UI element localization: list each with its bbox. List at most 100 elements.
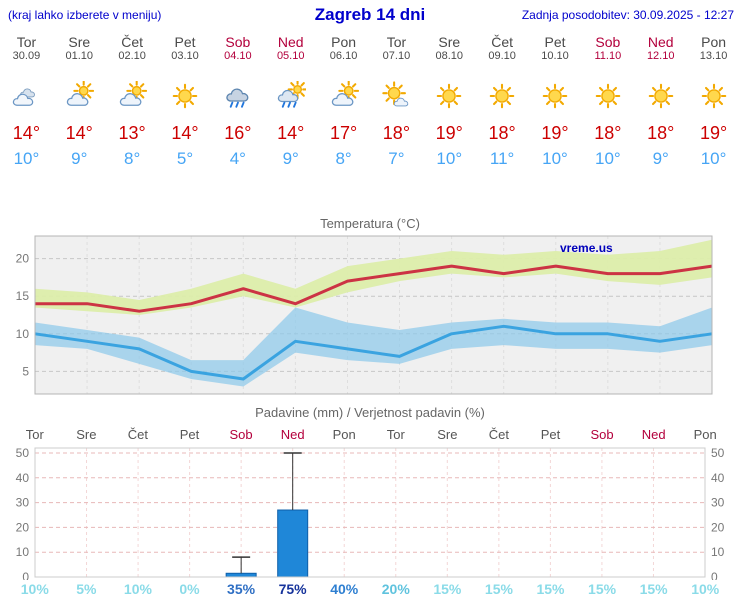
low-temp: 10° bbox=[594, 149, 621, 168]
precip-day-label: Ned bbox=[280, 427, 305, 442]
temp-ytick-label: 20 bbox=[16, 252, 30, 266]
precip-probability: 15% bbox=[484, 581, 513, 597]
page-title: Zagreb 14 dni bbox=[314, 5, 426, 24]
precip-ytick-left: 30 bbox=[16, 496, 30, 510]
precip-ytick-right: 10 bbox=[711, 545, 725, 559]
forecast-day-14[interactable]: Pon 13.10 19° 10° bbox=[687, 26, 740, 169]
forecast-day-8[interactable]: Tor 07.10 18° 7° bbox=[370, 26, 423, 169]
weather-icon-rain bbox=[211, 81, 264, 113]
low-temp: 10° bbox=[436, 149, 463, 168]
high-temp: 14° bbox=[65, 123, 93, 143]
precip-ytick-right: 40 bbox=[711, 471, 725, 485]
day-date: 09.10 bbox=[488, 50, 516, 62]
day-name: Sob bbox=[595, 34, 621, 50]
day-name: Tor bbox=[16, 34, 37, 50]
low-temp: 10° bbox=[13, 149, 40, 168]
day-name: Čet bbox=[121, 34, 144, 50]
low-temp: 4° bbox=[229, 149, 246, 168]
temp-ytick-label: 5 bbox=[22, 364, 29, 378]
precip-probability: 75% bbox=[278, 581, 307, 597]
high-temp: 16° bbox=[224, 123, 252, 143]
day-name: Sob bbox=[225, 34, 251, 50]
day-date: 30.09 bbox=[12, 50, 41, 62]
precip-probability: 35% bbox=[227, 581, 256, 597]
weather-icon-partly-cloudy bbox=[53, 80, 106, 113]
precip-ytick-left: 40 bbox=[16, 471, 30, 485]
precip-plot-area bbox=[35, 448, 705, 577]
low-temp: 9° bbox=[652, 149, 669, 168]
weather-icon-sunny bbox=[581, 81, 634, 113]
forecast-day-6[interactable]: Ned 05.10 14° 9° bbox=[264, 26, 317, 169]
forecast-day-9[interactable]: Sre 08.10 19° 10° bbox=[423, 26, 476, 169]
precip-probability: 40% bbox=[330, 581, 359, 597]
precip-ytick-right: 30 bbox=[711, 496, 725, 510]
day-date: 03.10 bbox=[171, 50, 199, 62]
weather-icon-mostly-sunny bbox=[370, 81, 423, 113]
precip-probability: 15% bbox=[433, 581, 462, 597]
forecast-day-1[interactable]: Tor 30.09 14° 10° bbox=[0, 26, 53, 169]
forecast-day-3[interactable]: Čet 02.10 13° 8° bbox=[106, 26, 159, 169]
low-temp: 9° bbox=[282, 149, 299, 168]
temp-ytick-label: 10 bbox=[16, 327, 30, 341]
low-temp: 9° bbox=[71, 149, 88, 168]
weather-icon-sunny bbox=[529, 81, 582, 113]
precip-ytick-left: 10 bbox=[16, 545, 30, 559]
precip-chart-title: Padavine (mm) / Verjetnost padavin (%) bbox=[255, 405, 485, 420]
day-name: Ned bbox=[277, 34, 304, 50]
precip-day-label: Ned bbox=[641, 427, 666, 442]
high-temp: 19° bbox=[699, 123, 728, 143]
watermark: vreme.us bbox=[560, 241, 613, 255]
high-temp: 17° bbox=[329, 123, 358, 143]
forecast-day-13[interactable]: Ned 12.10 18° 9° bbox=[634, 26, 687, 169]
forecast-day-2[interactable]: Sre 01.10 14° 9° bbox=[53, 26, 106, 169]
temp-ytick-label: 15 bbox=[16, 289, 30, 303]
high-temp: 18° bbox=[647, 123, 675, 143]
forecast-day-7[interactable]: Pon 06.10 17° 8° bbox=[317, 26, 370, 169]
precip-probability-row: 10% 5% 10% 0% 35% 75% 40% 20% 15% 15% 15% 15% 15% 10% bbox=[9, 581, 731, 597]
page-header: (kraj lahko izberete v meniju) Zagreb 14… bbox=[0, 4, 740, 26]
day-name: Tor bbox=[386, 34, 407, 50]
day-name: Ned bbox=[647, 34, 674, 50]
day-date: 01.10 bbox=[65, 50, 94, 62]
day-name: Pet bbox=[544, 34, 566, 50]
forecast-day-12[interactable]: Sob 11.10 18° 10° bbox=[581, 26, 634, 169]
day-date: 08.10 bbox=[435, 50, 464, 62]
precip-day-label: Sob bbox=[590, 427, 614, 442]
day-date: 06.10 bbox=[329, 50, 358, 62]
day-name: Čet bbox=[491, 34, 514, 50]
precip-day-label: Čet bbox=[127, 427, 149, 442]
low-temp: 11° bbox=[489, 149, 515, 168]
precip-day-label: Pon bbox=[693, 427, 717, 442]
precip-ytick-right: 0 bbox=[711, 570, 718, 580]
precip-ytick-right: 50 bbox=[711, 446, 725, 460]
precip-day-label: Čet bbox=[488, 427, 510, 442]
precip-ytick-left: 0 bbox=[22, 570, 29, 580]
precip-day-label: Sre bbox=[437, 427, 458, 442]
precip-day-label: Sre bbox=[76, 427, 97, 442]
min-temp-line bbox=[34, 324, 713, 381]
min-temp-band bbox=[35, 307, 712, 387]
precip-probability: 20% bbox=[381, 581, 410, 597]
precip-ytick-left: 50 bbox=[16, 446, 30, 460]
forecast-day-11[interactable]: Pet 10.10 19° 10° bbox=[529, 26, 582, 169]
forecast-day-5[interactable]: Sob 04.10 16° 4° bbox=[211, 26, 264, 169]
low-temp: 7° bbox=[388, 149, 405, 168]
day-date: 13.10 bbox=[699, 50, 728, 62]
day-name: Pon bbox=[701, 34, 727, 50]
high-temp: 13° bbox=[118, 123, 146, 143]
day-name: Pet bbox=[174, 34, 196, 50]
high-temp: 14° bbox=[12, 123, 41, 143]
weather-icon-partly-cloudy bbox=[317, 80, 370, 113]
weather-icon-sunny bbox=[476, 81, 529, 113]
precip-bar bbox=[277, 509, 309, 578]
weather-icon-sunny bbox=[423, 81, 476, 113]
day-date: 10.10 bbox=[541, 50, 569, 62]
high-temp: 18° bbox=[488, 123, 516, 143]
precip-probability: 10% bbox=[20, 581, 49, 597]
weather-icon-sunny bbox=[687, 81, 740, 113]
precip-bar bbox=[225, 572, 257, 578]
high-temp: 19° bbox=[541, 123, 569, 143]
forecast-day-10[interactable]: Čet 09.10 18° 11° bbox=[476, 26, 529, 169]
precip-probability: 10% bbox=[123, 581, 152, 597]
forecast-day-4[interactable]: Pet 03.10 14° 5° bbox=[159, 26, 212, 169]
